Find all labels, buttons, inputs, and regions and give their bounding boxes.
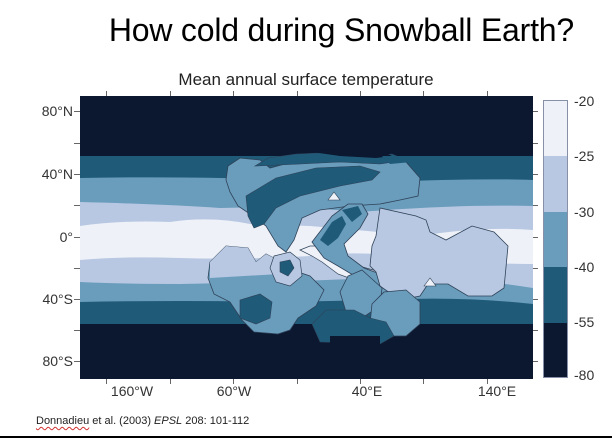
y-tick bbox=[74, 330, 80, 331]
lon-label-60w: 60°W bbox=[216, 383, 252, 399]
x-tick bbox=[170, 91, 171, 96]
y-tick bbox=[74, 174, 80, 175]
y-tick-right bbox=[533, 237, 538, 238]
figure-title: Mean annual surface temperature bbox=[178, 70, 434, 89]
x-tick bbox=[233, 91, 234, 96]
colorbar-label: -20 bbox=[574, 93, 595, 109]
colorbar-segment-coldest bbox=[544, 323, 567, 377]
citation-author: Donnadieu bbox=[36, 415, 90, 427]
colorbar-segment bbox=[544, 212, 567, 267]
y-tick-right bbox=[533, 361, 538, 362]
x-tick bbox=[423, 379, 424, 384]
x-tick bbox=[233, 379, 234, 384]
x-tick bbox=[297, 379, 298, 384]
temperature-map: 2000 bbox=[80, 96, 533, 379]
colorbar-label: -80 bbox=[574, 367, 595, 383]
y-tick bbox=[74, 111, 80, 112]
slide-title: How cold during Snowball Earth? bbox=[108, 12, 574, 48]
colorbar-label: -25 bbox=[574, 148, 595, 164]
colorbar-label: -40 bbox=[574, 259, 595, 275]
lat-label-40n: 40°N bbox=[41, 166, 73, 182]
lat-label-80s: 80°S bbox=[42, 353, 73, 369]
x-tick bbox=[423, 91, 424, 96]
colorbar-segment bbox=[544, 156, 567, 212]
y-tick bbox=[74, 237, 80, 238]
x-tick bbox=[297, 91, 298, 96]
y-tick bbox=[74, 268, 80, 269]
x-tick bbox=[170, 379, 171, 384]
y-tick-right bbox=[533, 111, 538, 112]
y-tick bbox=[74, 299, 80, 300]
lon-label-40e: 40°E bbox=[351, 383, 383, 399]
citation-journal: EPSL bbox=[154, 415, 183, 427]
colorbar-label: -30 bbox=[574, 204, 595, 220]
y-tick-right bbox=[533, 299, 538, 300]
lat-label-0: 0° bbox=[59, 229, 73, 245]
colorbar-label: -55 bbox=[574, 314, 595, 330]
y-tick bbox=[74, 205, 80, 206]
y-tick-right bbox=[533, 174, 538, 175]
x-tick bbox=[487, 379, 488, 384]
lat-label-80n: 80°N bbox=[41, 103, 73, 119]
y-tick-right bbox=[533, 205, 538, 206]
x-tick bbox=[360, 91, 361, 96]
y-tick bbox=[74, 143, 80, 144]
x-tick bbox=[360, 379, 361, 384]
y-tick-right bbox=[533, 268, 538, 269]
citation-text: et al. (2003) bbox=[89, 415, 155, 427]
y-tick bbox=[74, 361, 80, 362]
bottom-divider bbox=[0, 436, 612, 438]
lon-label-140e: 140°E bbox=[477, 383, 517, 399]
y-tick-right bbox=[533, 143, 538, 144]
x-tick bbox=[487, 91, 488, 96]
citation-volume: 208: 101-112 bbox=[182, 415, 250, 427]
lat-label-40s: 40°S bbox=[42, 291, 73, 307]
x-tick bbox=[106, 91, 107, 96]
citation: Donnadieu et al. (2003) EPSL 208: 101-11… bbox=[36, 414, 249, 428]
x-tick bbox=[106, 379, 107, 384]
y-tick-right bbox=[533, 330, 538, 331]
colorbar-segment bbox=[544, 267, 567, 323]
lon-label-160w: 160°W bbox=[110, 383, 154, 399]
colorbar bbox=[543, 100, 568, 378]
colorbar-segment-warmest bbox=[544, 101, 567, 156]
